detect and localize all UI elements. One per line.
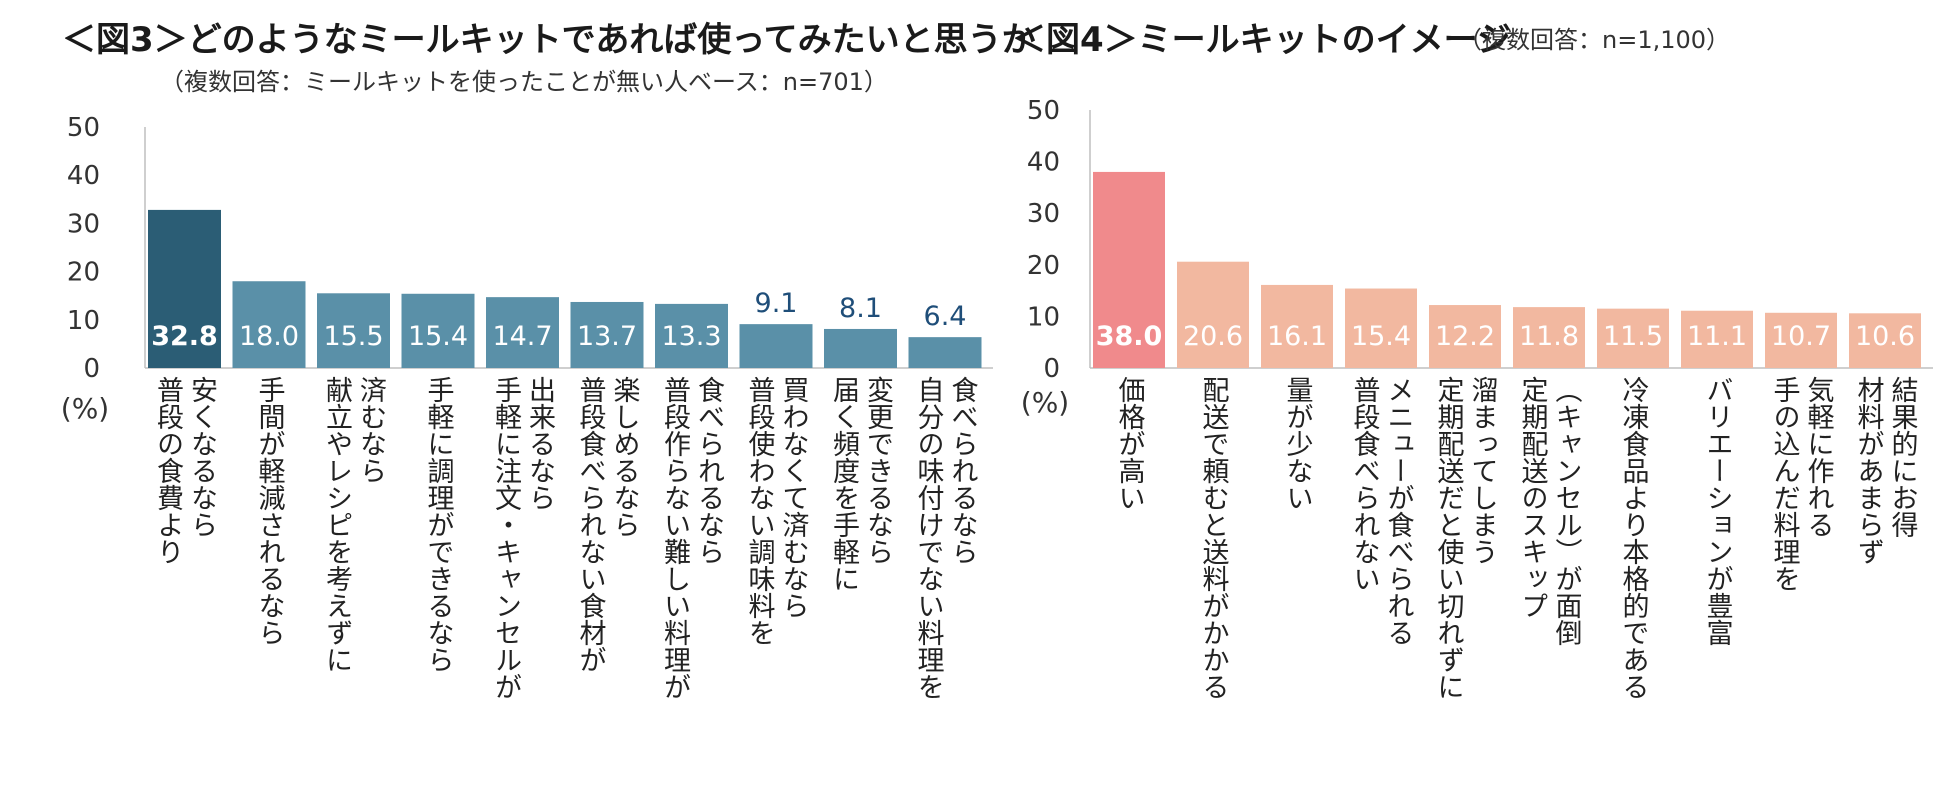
data-label: 8.1: [839, 293, 882, 324]
data-label: 11.5: [1603, 321, 1663, 352]
bar: [1177, 261, 1249, 368]
chart2-title: ＜図4＞ミールキットのイメージ: [1012, 20, 1511, 60]
data-label: 13.3: [661, 321, 721, 352]
bar: [824, 328, 897, 368]
data-label: 9.1: [755, 288, 798, 319]
category-label: 普段使わない調味料を: [744, 376, 776, 646]
category-label: 自分の味付けでない料理を: [913, 376, 945, 700]
category-label: 手の込んだ料理を: [1769, 376, 1801, 592]
data-label: 10.7: [1771, 321, 1831, 352]
data-label: 15.4: [1351, 321, 1411, 352]
y-tick-label: 50: [67, 113, 100, 143]
chart2-figure: 0 10 20 30 40 50 (%) 38.0 価格が高い 20.6 配送で頼むと送料がかかる 1…: [1021, 96, 1933, 700]
data-label: 15.5: [323, 321, 383, 352]
data-label: 6.4: [924, 301, 967, 332]
chart1-subtitle: （複数回答：ミールキットを使ったことが無い人ベース：n=701）: [160, 68, 888, 96]
y-tick-label: 10: [1027, 302, 1060, 332]
category-label: バリエーションが豊富: [1702, 376, 1733, 646]
y-tick-label: 20: [67, 258, 100, 288]
y-tick-label: 20: [1027, 251, 1060, 281]
category-label: 届く頻度を手軽に: [828, 376, 860, 592]
chart2-subtitle: （複数回答：n=1,100）: [1458, 26, 1731, 54]
bar: [908, 337, 982, 368]
bar: [1261, 284, 1333, 368]
bar: [1429, 305, 1501, 368]
data-label: 18.0: [239, 321, 299, 352]
data-label: 32.8: [151, 321, 218, 352]
data-label: 11.8: [1519, 321, 1579, 352]
bar: [1849, 313, 1921, 368]
data-label: 38.0: [1096, 321, 1163, 352]
bar: [148, 209, 221, 368]
category-label: 価格が高い: [1114, 376, 1146, 511]
y-tick-label: 30: [67, 209, 100, 239]
category-label: 手軽に調理ができるなら: [423, 376, 455, 673]
unit-label: (%): [61, 392, 109, 425]
category-label: 溜まってしまう: [1467, 376, 1498, 565]
y-tick-label: 10: [67, 306, 100, 336]
y-tick-label: 40: [1027, 148, 1060, 178]
category-label: 手間が軽減されるなら: [254, 376, 285, 646]
data-label: 16.1: [1267, 321, 1327, 352]
category-label: 食べられるなら: [693, 376, 724, 565]
data-label: 20.6: [1183, 321, 1243, 352]
y-tick-label: 0: [83, 354, 100, 384]
category-label: 普段食べられない: [1349, 376, 1381, 592]
category-label: 定期配送だと使い切れずに: [1433, 376, 1465, 700]
category-label: 配送で頼むと送料がかかる: [1198, 376, 1230, 700]
bar: [232, 281, 306, 368]
category-label: 普段の食費より: [152, 376, 184, 565]
bar: [739, 324, 813, 368]
bar: [1345, 288, 1417, 368]
category-label: 済むなら: [355, 376, 387, 484]
data-label: 12.2: [1435, 321, 1495, 352]
category-label: 手軽に注文・キャンセルが: [490, 376, 522, 700]
category-label: 結果的にお得: [1887, 376, 1919, 538]
unit-label: (%): [1021, 386, 1069, 419]
bar: [317, 293, 390, 368]
category-label: （キャンセル）が面倒: [1551, 376, 1583, 646]
data-label: 13.7: [577, 321, 637, 352]
bar: [655, 303, 728, 368]
bar: [1765, 312, 1837, 368]
category-label: 普段食べられない食材が: [575, 376, 607, 673]
bar: [401, 293, 475, 368]
category-label: 量が少ない: [1282, 376, 1314, 511]
y-tick-label: 30: [1027, 199, 1060, 229]
category-label: 楽しめるなら: [609, 376, 641, 538]
category-label: 定期配送のスキップ: [1517, 376, 1549, 619]
category-label: 買わなくて済むなら: [778, 376, 810, 619]
category-label: 気軽に作れる: [1803, 376, 1835, 538]
data-label: 14.7: [492, 321, 552, 352]
category-label: メニューが食べられる: [1383, 376, 1414, 646]
y-tick-label: 40: [67, 161, 100, 191]
data-label: 11.1: [1687, 321, 1747, 352]
y-tick-label: 50: [1027, 96, 1060, 126]
category-label: 安くなるなら: [186, 376, 217, 538]
category-label: 献立やレシピを考えずに: [321, 376, 352, 673]
bar: [1093, 171, 1165, 368]
bar: [1681, 310, 1753, 368]
data-label: 10.6: [1855, 321, 1915, 352]
bar: [486, 297, 559, 368]
category-label: 出来るなら: [524, 376, 556, 511]
bar: [1597, 308, 1669, 368]
category-label: 変更できるなら: [862, 376, 893, 565]
chart1-title: ＜図3＞どのようなミールキットであれば使ってみたいと思うか: [62, 20, 1036, 60]
data-label: 15.4: [408, 321, 468, 352]
y-tick-label: 0: [1043, 354, 1060, 384]
bar: [1513, 307, 1585, 368]
category-label: 普段作らない難しい料理が: [659, 376, 691, 700]
bar: [570, 301, 644, 368]
category-label: 食べられるなら: [947, 376, 978, 565]
category-label: 材料があまらず: [1853, 376, 1885, 565]
chart1-figure: 0 10 20 30 40 50 (%) 32.8 普段の食費より 安くなるなら 18.0 手間が軽減…: [61, 113, 993, 700]
category-label: 冷凍食品より本格的である: [1618, 376, 1650, 700]
